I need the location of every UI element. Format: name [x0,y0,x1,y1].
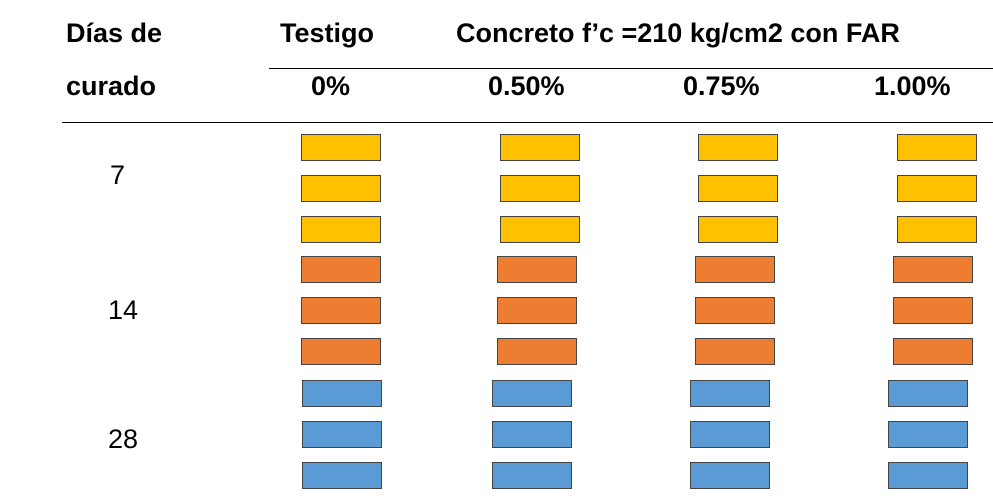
specimen-7d-control-3 [301,216,381,243]
specimen-7d-pct-2-1 [698,134,778,161]
specimen-7d-pct-1-2 [500,175,580,202]
specimen-14d-pct-1-3 [497,338,577,365]
specimen-28d-pct-3-3 [888,462,968,489]
specimen-14d-control-3 [301,338,381,365]
header-pct-control: 0% [311,71,351,101]
specimen-28d-pct-3-2 [888,421,968,448]
specimen-14d-control-2 [301,297,381,324]
header-group: Concreto f’c =210 kg/cm2 con FAR [456,18,900,48]
header-days-line2: curado [66,71,157,101]
specimen-14d-pct-2-2 [695,297,775,324]
specimen-28d-control-3 [302,462,382,489]
specimen-7d-pct-1-1 [500,134,580,161]
specimen-28d-pct-1-1 [492,380,572,407]
row-days-14: 14 [108,295,139,325]
specimen-28d-control-2 [302,421,382,448]
header-pct-3: 1.00% [874,71,951,101]
header-control: Testigo [280,18,374,48]
specimen-7d-pct-2-3 [698,216,778,243]
specimen-14d-control-1 [301,256,381,283]
header-pct-1: 0.50% [488,71,565,101]
specimen-7d-pct-2-2 [698,175,778,202]
specimen-7d-pct-3-2 [897,175,977,202]
specimen-14d-pct-1-2 [497,297,577,324]
specimen-14d-pct-1-1 [497,256,577,283]
group-underline [269,68,993,69]
specimen-28d-pct-2-1 [690,380,770,407]
row-days-28: 28 [108,424,139,454]
specimen-7d-control-1 [301,134,381,161]
header-pct-2: 0.75% [683,71,760,101]
specimen-7d-control-2 [301,175,381,202]
specimen-14d-pct-3-2 [893,297,973,324]
specimen-14d-pct-3-3 [893,338,973,365]
specimen-28d-control-1 [302,380,382,407]
specimen-7d-pct-1-3 [500,216,580,243]
specimen-28d-pct-1-2 [492,421,572,448]
header-days-line1: Días de [66,18,163,48]
specimen-7d-pct-3-1 [897,134,977,161]
specimen-28d-pct-2-2 [690,421,770,448]
specimen-14d-pct-2-1 [695,256,775,283]
specimen-14d-pct-3-1 [893,256,973,283]
specimen-28d-pct-3-1 [888,380,968,407]
row-days-7: 7 [110,160,126,190]
specimen-28d-pct-2-3 [690,462,770,489]
specimen-14d-pct-2-3 [695,338,775,365]
specimen-7d-pct-3-3 [897,216,977,243]
header-bottom-rule [62,122,993,123]
specimen-28d-pct-1-3 [492,462,572,489]
